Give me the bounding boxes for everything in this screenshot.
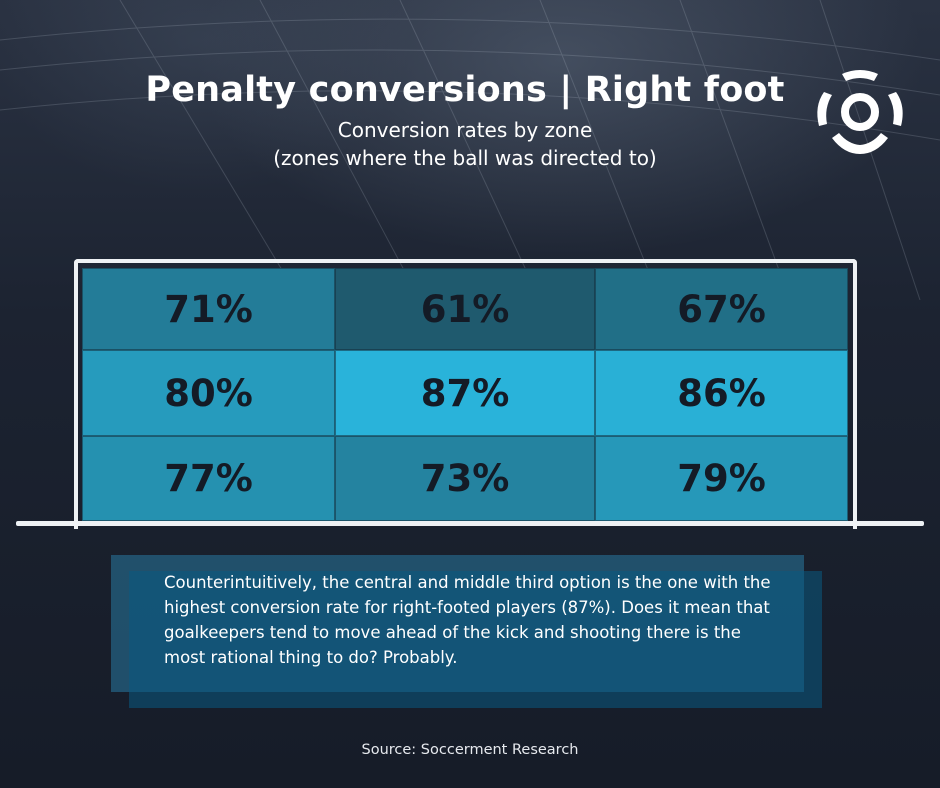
cell-value-label: 73% xyxy=(420,457,510,500)
heatmap-cell-bottom-center: 73% xyxy=(335,436,595,521)
cell-value-label: 77% xyxy=(164,457,253,500)
cell-value-label: 67% xyxy=(677,287,766,331)
soccerment-ball-logo-icon xyxy=(817,70,903,154)
source-note: Source: Soccerment Research xyxy=(361,742,579,758)
goal-frame xyxy=(74,259,857,529)
subtitle-line-2: (zones where the ball was directed to) xyxy=(273,146,657,170)
heatmap-cell-bottom-left: 77% xyxy=(82,436,335,521)
cell-value-label: 86% xyxy=(677,371,766,415)
cell-value-label: 61% xyxy=(420,287,510,331)
goal-line xyxy=(16,521,924,526)
heatmap-cell-bottom-right: 79% xyxy=(595,436,848,521)
heatmap-grid: 71% 61% 67% 80% 87% 86% 77% 73% 79% xyxy=(82,268,848,521)
heatmap-cell-middle-right: 86% xyxy=(595,350,848,436)
chart-subtitle: Conversion rates by zone (zones where th… xyxy=(160,116,770,172)
cell-value-label: 80% xyxy=(164,371,253,415)
cell-value-label: 79% xyxy=(677,457,766,500)
heatmap-cell-top-center: 61% xyxy=(335,268,595,350)
heatmap-cell-top-right: 67% xyxy=(595,268,848,350)
caption-box-front xyxy=(129,571,822,708)
cell-value-label: 87% xyxy=(420,371,510,415)
cell-value-label: 71% xyxy=(164,287,253,331)
heatmap-cell-middle-left: 80% xyxy=(82,350,335,436)
stadium-roof-decoration xyxy=(0,0,940,300)
heatmap-cell-top-left: 71% xyxy=(82,268,335,350)
chart-title: Penalty conversions | Right foot xyxy=(145,70,785,110)
heatmap-cell-middle-center: 87% xyxy=(335,350,595,436)
caption-text: Counterintuitively, the central and midd… xyxy=(164,573,771,667)
subtitle-line-1: Conversion rates by zone xyxy=(337,118,593,142)
